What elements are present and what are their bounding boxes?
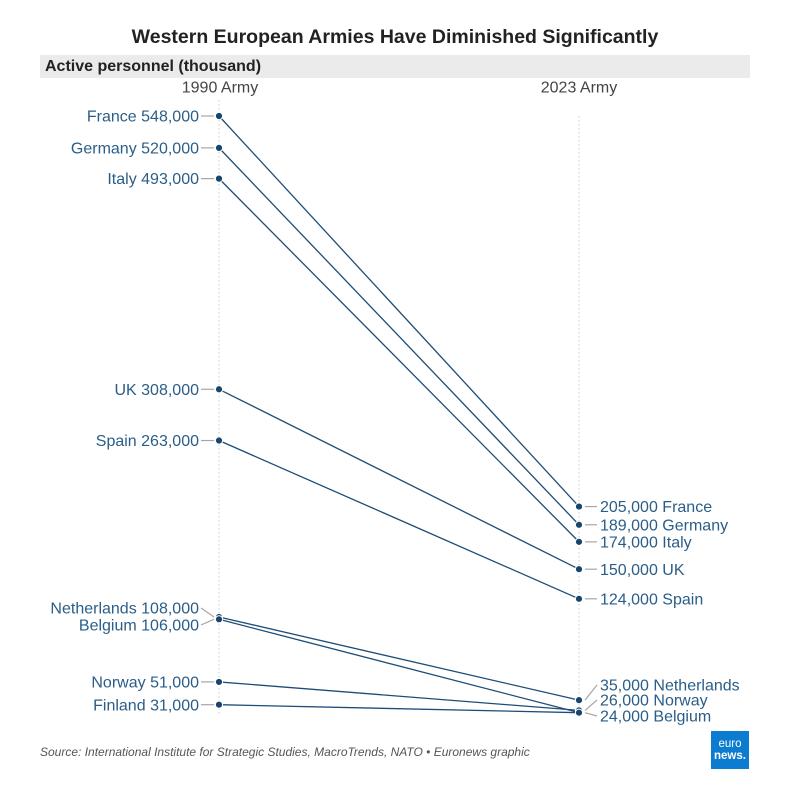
- point-1990-spain: [214, 436, 224, 445]
- label-2023-norway: 26,000 Norway: [600, 693, 708, 710]
- column-header-2023: 2023 Army: [541, 80, 617, 97]
- label-2023-belgium: 24,000 Belgium: [600, 709, 711, 726]
- label-2023-italy: 174,000 Italy: [600, 534, 692, 551]
- subtitle-band: Active personnel (thousand): [40, 55, 750, 78]
- slope-line-france: [218, 115, 580, 508]
- point-2023-france: [574, 502, 584, 511]
- slope-line-italy: [218, 178, 580, 543]
- label-1990-france-name: France: [87, 109, 137, 126]
- label-1990-norway-name: Norway: [91, 675, 145, 692]
- label-1990-italy-value: 493,000: [141, 171, 199, 188]
- label-1990-spain-name: Spain: [96, 433, 137, 450]
- label-2023-netherlands: 35,000 Netherlands: [600, 678, 740, 695]
- point-2023-uk: [574, 565, 584, 574]
- label-2023-france: 205,000 France: [600, 499, 712, 516]
- label-1990-belgium-value: 106,000: [141, 618, 199, 635]
- label-1990-belgium-name: Belgium: [79, 618, 137, 635]
- slope-line-germany: [218, 147, 580, 526]
- label-1990-uk-value: 308,000: [141, 382, 199, 399]
- label-2023-germany-name: Germany: [662, 517, 728, 534]
- label-2023-uk: 150,000 UK: [600, 562, 685, 579]
- label-1990-italy-name: Italy: [107, 171, 136, 188]
- point-1990-germany: [214, 143, 224, 152]
- point-1990-norway: [214, 677, 224, 687]
- logo-text-news: news.: [714, 750, 746, 762]
- label-2023-france-value: 205,000: [600, 499, 658, 516]
- label-2023-norway-value: 26,000: [600, 693, 649, 710]
- label-1990-spain: Spain 263,000: [96, 433, 199, 450]
- slope-line-finland: [218, 704, 580, 714]
- connector-2023-norway: [584, 699, 598, 711]
- label-2023-spain-value: 124,000: [600, 591, 658, 608]
- point-2023-spain: [574, 594, 584, 603]
- connector-2023-netherlands: [584, 684, 598, 701]
- chart-title: Western European Armies Have Diminished …: [131, 26, 659, 48]
- slope-line-uk: [218, 388, 580, 570]
- slope-lines: [218, 115, 580, 714]
- label-1990-belgium: Belgium 106,000: [79, 618, 199, 635]
- connector-2023-belgium: [584, 712, 598, 717]
- label-1990-netherlands-name: Netherlands: [50, 601, 136, 618]
- slope-line-netherlands: [218, 616, 580, 701]
- label-1990-finland-name: Finland: [93, 697, 145, 714]
- label-1990-germany-name: Germany: [71, 140, 137, 157]
- slope-line-norway: [218, 681, 580, 712]
- source-note: Source: International Institute for Stra…: [40, 745, 530, 759]
- label-2023-france-name: France: [662, 499, 712, 516]
- label-2023-netherlands-name: Netherlands: [653, 678, 739, 695]
- label-1990-france: France 548,000: [87, 109, 199, 126]
- label-2023-italy-value: 174,000: [600, 534, 658, 551]
- label-1990-italy: Italy 493,000: [107, 171, 199, 188]
- label-1990-netherlands-value: 108,000: [141, 601, 199, 618]
- label-1990-netherlands: Netherlands 108,000: [50, 601, 199, 618]
- slope-line-belgium: [218, 618, 580, 714]
- label-2023-belgium-value: 24,000: [600, 709, 649, 726]
- label-1990-finland: Finland 31,000: [93, 697, 199, 714]
- label-2023-spain-name: Spain: [662, 591, 703, 608]
- label-1990-uk-name: UK: [114, 382, 137, 399]
- connector-1990-belgium: [200, 618, 215, 626]
- label-2023-uk-value: 150,000: [600, 562, 658, 579]
- slope-line-spain: [218, 439, 580, 600]
- label-2023-netherlands-value: 35,000: [600, 678, 649, 695]
- label-2023-uk-name: UK: [662, 562, 685, 579]
- point-2023-germany: [574, 520, 584, 529]
- logo-text-euro: euro: [718, 738, 742, 750]
- label-2023-spain: 124,000 Spain: [600, 591, 703, 608]
- point-1990-belgium: [214, 615, 224, 624]
- label-1990-france-value: 548,000: [141, 109, 199, 126]
- point-1990-france: [214, 111, 224, 121]
- chart-subtitle: Active personnel (thousand): [45, 58, 262, 75]
- label-1990-finland-value: 31,000: [150, 697, 199, 714]
- label-2023-germany: 189,000 Germany: [600, 517, 728, 534]
- point-1990-uk: [214, 385, 224, 394]
- label-2023-italy-name: Italy: [662, 534, 691, 551]
- label-connectors: [200, 115, 598, 717]
- label-1990-germany-value: 520,000: [141, 140, 199, 157]
- label-2023-norway-name: Norway: [653, 693, 707, 710]
- label-1990-uk: UK 308,000: [114, 382, 199, 399]
- point-1990-italy: [214, 174, 224, 183]
- label-2023-germany-value: 189,000: [600, 517, 658, 534]
- point-2023-netherlands: [574, 696, 584, 705]
- label-1990-norway-value: 51,000: [150, 675, 199, 692]
- euronews-logo: euro news.: [711, 731, 749, 769]
- point-1990-finland: [214, 700, 224, 709]
- point-2023-italy: [574, 537, 584, 546]
- column-header-1990: 1990 Army: [182, 80, 258, 97]
- label-1990-norway: Norway 51,000: [91, 675, 199, 692]
- label-1990-germany: Germany 520,000: [71, 140, 199, 157]
- data-points: [214, 111, 584, 717]
- point-2023-finland: [574, 708, 584, 717]
- label-2023-belgium-name: Belgium: [653, 709, 711, 726]
- label-1990-spain-value: 263,000: [141, 433, 199, 450]
- connector-1990-netherlands: [200, 607, 215, 618]
